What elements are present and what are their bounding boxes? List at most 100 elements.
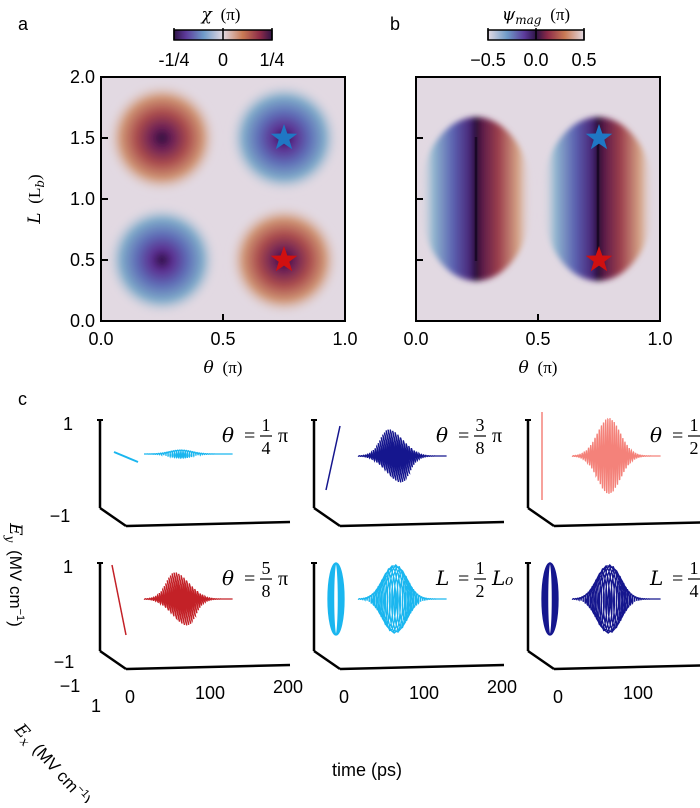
time-tick-label: 200 bbox=[273, 677, 303, 697]
subplot-label-theta-1-2: θ=12π bbox=[650, 415, 700, 458]
subplot-label-theta-5-8: θ = 5 8π bbox=[222, 558, 288, 601]
label-var: θ bbox=[222, 566, 234, 590]
label-denominator: 4 bbox=[262, 438, 271, 458]
ex-axis bbox=[99, 649, 127, 671]
subplot-label-theta-1-4: θ = 1 4π bbox=[222, 415, 288, 458]
heatmap-a-lobe-bottom-left bbox=[106, 204, 218, 316]
time-tick-label: 200 bbox=[487, 677, 517, 697]
ex-axis bbox=[99, 506, 127, 528]
time-tick-label: 100 bbox=[409, 683, 439, 703]
subplot-L-1-4: L=14L₀0100200 bbox=[525, 558, 700, 707]
ex-tick-minus: −1 bbox=[60, 676, 81, 696]
axis-a-ytick-label: 1.0 bbox=[70, 189, 95, 209]
ex-axis bbox=[527, 649, 555, 671]
subplot-label-L-1-4: L=14L₀ bbox=[649, 558, 700, 601]
colorbar-a-label: χ (π) bbox=[201, 5, 241, 25]
colorbar-b-tick-label-0: −0.5 bbox=[470, 50, 506, 70]
projection-L-1-2 bbox=[327, 562, 345, 636]
label-numerator: 1 bbox=[690, 415, 699, 435]
subplot-theta-5-8: θ = 5 8π 0 100 200 bbox=[97, 558, 303, 707]
label-unit: π bbox=[278, 568, 288, 590]
label-unit: π bbox=[278, 425, 288, 447]
axis-b-xtick-label: 0.0 bbox=[403, 329, 428, 349]
subplot-theta-3-8: θ = 3 8π bbox=[311, 415, 505, 528]
subplot-L-1-2: L = 1 2 L₀ 0 100 200 bbox=[311, 558, 517, 707]
label-var: L bbox=[649, 566, 663, 590]
time-axis bbox=[125, 520, 291, 528]
axis-b-xtick-label: 0.5 bbox=[525, 329, 550, 349]
label-equals: = bbox=[244, 568, 255, 590]
heatmap-b-star-marker-blue bbox=[585, 124, 613, 150]
heatmap-a-lobe-top-left bbox=[106, 82, 218, 194]
label-numerator: 1 bbox=[690, 558, 699, 578]
projection-theta-5-8 bbox=[111, 564, 127, 636]
label-var: θ bbox=[222, 423, 234, 447]
label-unit: π bbox=[492, 425, 502, 447]
heatmap-b bbox=[415, 76, 661, 322]
panel-c-label: c bbox=[18, 389, 27, 409]
ex-axis bbox=[313, 649, 341, 671]
time-axis bbox=[339, 663, 505, 671]
panel-a-label: a bbox=[18, 14, 29, 34]
label-unit: L₀ bbox=[491, 566, 513, 590]
label-numerator: 5 bbox=[262, 558, 271, 578]
ey-tick-top-row1: 1 bbox=[63, 414, 73, 434]
label-equals: = bbox=[672, 425, 683, 447]
time-tick-label: 100 bbox=[195, 683, 225, 703]
label-equals: = bbox=[458, 425, 469, 447]
label-denominator: 4 bbox=[690, 581, 699, 601]
axis-a-ytick-label: 0.0 bbox=[70, 311, 95, 331]
label-denominator: 2 bbox=[476, 581, 485, 601]
label-numerator: 1 bbox=[262, 415, 271, 435]
waveform-theta-5-8 bbox=[143, 572, 233, 626]
label-denominator: 2 bbox=[690, 438, 699, 458]
ey-tick-bottom-row1: −1 bbox=[50, 506, 71, 526]
label-var: θ bbox=[436, 423, 448, 447]
waveform-theta-1-4 bbox=[144, 449, 233, 460]
ey-tick-top-row2: 1 bbox=[63, 557, 73, 577]
heatmap-a bbox=[100, 76, 346, 322]
axis-a-ytick-label: 1.5 bbox=[70, 128, 95, 148]
colorbar-a-tick-label-0: -1/4 bbox=[158, 50, 189, 70]
axis-a-xlabel: θ (π) bbox=[204, 358, 243, 378]
time-tick-label: 0 bbox=[125, 687, 135, 707]
axis-a-ylabel: L (Lb) bbox=[25, 174, 47, 224]
waveform-L-1-4 bbox=[571, 563, 661, 635]
ey-axis-label: Ey (MV cm−1) bbox=[2, 522, 26, 627]
ex-axis bbox=[313, 506, 341, 528]
heatmap-a-star-marker-red bbox=[270, 246, 298, 272]
label-denominator: 8 bbox=[262, 581, 271, 601]
axis-b-xlabel: θ (π) bbox=[519, 358, 558, 378]
waveform-theta-3-8 bbox=[357, 429, 447, 483]
label-var: L bbox=[435, 566, 449, 590]
axis-a: 0.0 0.5 1.0 1.5 2.0 0.0 0.5 1.0 L (Lb) θ (π) bbox=[25, 67, 358, 378]
waveform-theta-1-2 bbox=[571, 417, 661, 494]
time-tick-label: 100 bbox=[623, 683, 653, 703]
label-var: θ bbox=[650, 423, 662, 447]
colorbar-a-tick-label-1: 0 bbox=[218, 50, 228, 70]
time-axis bbox=[125, 663, 291, 671]
projection-theta-1-4 bbox=[113, 451, 139, 463]
label-numerator: 1 bbox=[476, 558, 485, 578]
label-numerator: 3 bbox=[476, 415, 485, 435]
label-equals: = bbox=[458, 568, 469, 590]
ex-tick-plus: 1 bbox=[91, 696, 101, 716]
axis-a-xtick-label: 1.0 bbox=[332, 329, 357, 349]
projection-theta-3-8 bbox=[325, 425, 341, 491]
heatmap-b-star-marker-red bbox=[585, 246, 613, 272]
axis-b-xtick-label: 1.0 bbox=[647, 329, 672, 349]
colorbar-a: χ (π) -1/4 0 1/4 bbox=[158, 5, 284, 70]
time-tick-label: 0 bbox=[339, 687, 349, 707]
axis-a-ytick-label: 2.0 bbox=[70, 67, 95, 87]
colorbar-b-tick-label-2: 0.5 bbox=[571, 50, 596, 70]
subplot-theta-1-2: θ=12π bbox=[525, 412, 700, 528]
label-equals: = bbox=[244, 425, 255, 447]
time-tick-label: 0 bbox=[553, 687, 563, 707]
axis-b: 0.0 0.5 1.0 θ (π) bbox=[403, 137, 673, 378]
time-axis bbox=[339, 520, 505, 528]
colorbar-a-tick-label-2: 1/4 bbox=[259, 50, 284, 70]
colorbar-b: ψmag (π) −0.5 0.0 0.5 bbox=[470, 5, 596, 70]
colorbar-b-tick-label-1: 0.0 bbox=[523, 50, 548, 70]
subplot-theta-1-4: θ = 1 4π bbox=[97, 415, 291, 528]
time-axis bbox=[553, 521, 700, 528]
